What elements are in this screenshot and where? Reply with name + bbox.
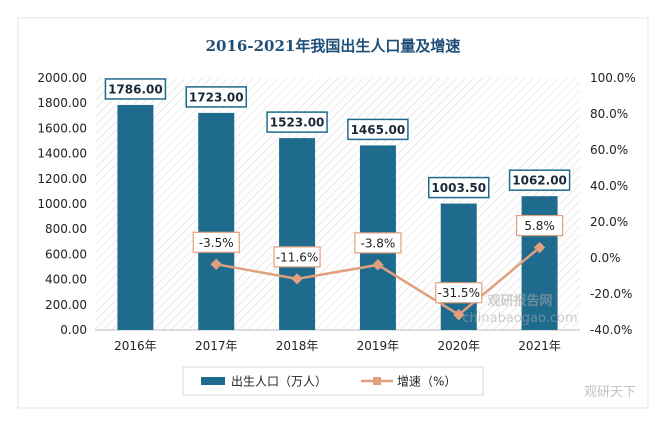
bar-value-label: 1003.50	[431, 181, 486, 195]
y-left-tick-label: 1800.00	[37, 96, 87, 110]
rate-value-label: -3.5%	[199, 236, 234, 250]
rate-value-label: -31.5%	[438, 286, 480, 300]
x-tick-label: 2018年	[276, 339, 319, 353]
rate-label-box	[435, 282, 483, 304]
bar-label-box	[347, 118, 409, 141]
x-tick-label: 2021年	[518, 339, 561, 353]
bar-label-box	[266, 111, 328, 133]
y-right-tick-label: 40.0%	[590, 179, 628, 193]
watermark-url: chinabaogao.com	[462, 311, 577, 326]
growth-point	[453, 309, 465, 321]
bar-value-label: 1786.00	[108, 82, 163, 96]
bar-value-label: 1523.00	[270, 116, 325, 130]
growth-point	[291, 273, 303, 285]
rate-value-label: -11.6%	[276, 250, 318, 264]
rate-label-box	[273, 246, 321, 268]
y-left-tick-label: 1600.00	[37, 121, 87, 135]
bar-value-label: 1465.00	[351, 123, 406, 137]
legend: 出生人口（万人） 增速（%）	[182, 366, 484, 396]
bar	[279, 138, 316, 330]
x-tick-label: 2019年	[357, 339, 400, 353]
bar-label-box	[185, 86, 247, 108]
watermark-corner: 观研天下	[584, 385, 636, 400]
y-right-tick-label: -40.0%	[590, 323, 632, 337]
bar	[198, 112, 235, 330]
plot-hatch-background	[95, 78, 580, 330]
y-right-tick-label: -20.0%	[590, 287, 632, 301]
legend-swatch-bar	[201, 377, 225, 385]
rate-label-box	[354, 232, 402, 254]
y-left-tick-label: 200.00	[45, 298, 87, 312]
legend-label-bar: 出生人口（万人）	[231, 375, 327, 389]
legend-swatch-marker	[373, 377, 381, 385]
legend-box	[182, 366, 484, 396]
x-tick-label: 2016年	[114, 339, 157, 353]
x-tick-label: 2017年	[195, 339, 238, 353]
rate-value-label: -3.8%	[361, 236, 396, 250]
legend-label-line: 增速（%）	[397, 375, 456, 389]
growth-point	[372, 259, 384, 271]
rate-value-label: 5.8%	[524, 219, 555, 233]
growth-point	[210, 258, 222, 270]
bar-label-box	[508, 169, 571, 191]
bar-label-box	[104, 78, 167, 100]
x-tick-label: 2020年	[437, 339, 480, 353]
y-left-tick-label: 600.00	[45, 247, 87, 261]
y-left-tick-label: 2000.00	[37, 71, 87, 85]
y-left-tick-label: 1400.00	[37, 147, 87, 161]
y-right-tick-label: 0.0%	[590, 251, 621, 265]
y-left-tick-label: 0.00	[60, 323, 87, 337]
y-right-tick-label: 80.0%	[590, 107, 628, 121]
y-left-tick-label: 800.00	[45, 222, 87, 236]
rate-label-box	[515, 214, 564, 237]
watermark-brand: 观研报告网	[487, 293, 552, 309]
y-right-tick-label: 100.0%	[590, 71, 636, 85]
bar-label-box	[428, 176, 490, 199]
rate-label-box	[192, 231, 240, 253]
watermarks: 观研报告网 chinabaogao.com 观研天下	[462, 293, 636, 400]
bar	[117, 104, 154, 331]
y-left-tick-label: 400.00	[45, 273, 87, 287]
bar-value-label: 1723.00	[189, 90, 244, 104]
plot-area: 0.00 200.00 400.00 600.00 800.00 1000.00 1200.…	[37, 71, 635, 353]
bar-value-label: 1062.00	[512, 174, 567, 188]
chart-title: 2016-2021年我国出生人口量及增速	[206, 37, 461, 55]
y-right-tick-label: 60.0%	[590, 143, 628, 157]
growth-point	[533, 241, 546, 254]
y-left-tick-label: 1000.00	[37, 197, 87, 211]
y-left-tick-label: 1200.00	[37, 172, 87, 186]
y-right-tick-label: 20.0%	[590, 215, 628, 229]
bar	[440, 203, 477, 330]
